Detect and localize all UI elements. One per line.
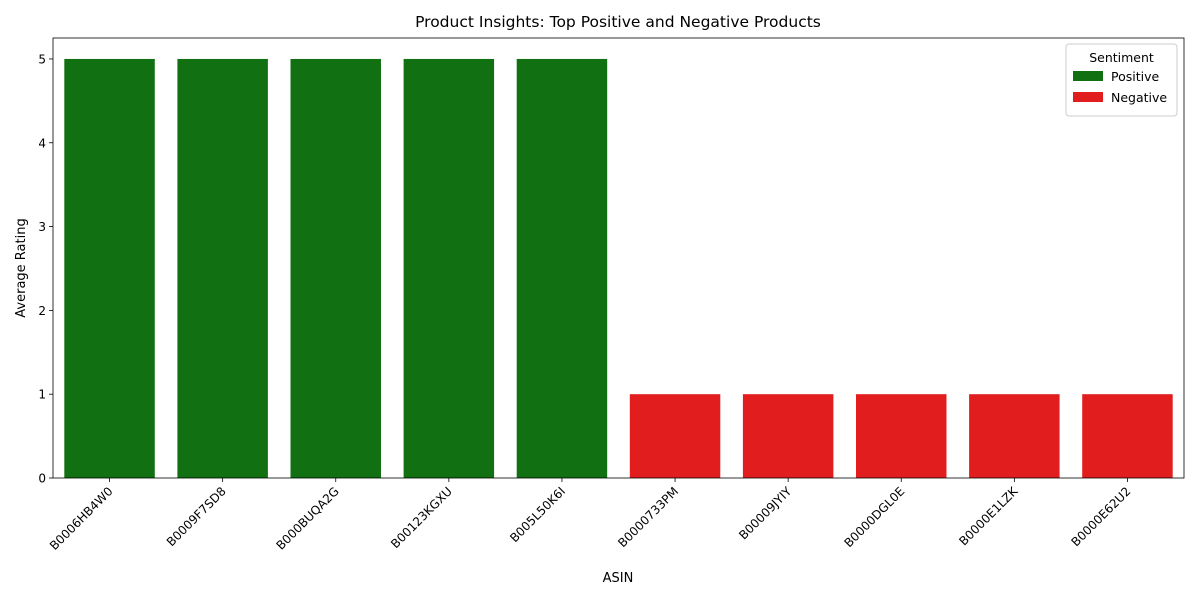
chart-title: Product Insights: Top Positive and Negat…: [415, 13, 821, 31]
legend: Sentiment Positive Negative: [1065, 43, 1178, 117]
y-tick-label: 4: [38, 136, 46, 150]
y-axis-title: Average Rating: [14, 218, 29, 317]
legend-swatch-negative: [1073, 92, 1103, 102]
bar-B00009JYIY: [742, 394, 834, 478]
bar-B0009F7SD8: [177, 58, 268, 478]
legend-label-positive: Positive: [1111, 69, 1159, 84]
y-tick-label: 1: [38, 388, 46, 402]
y-tick-label: 0: [38, 472, 46, 486]
bar-B00123KGXU: [403, 58, 495, 478]
bar-B0006HB4W0: [64, 58, 155, 478]
bar-B0000DGL0E: [856, 394, 947, 478]
bar-B005L50K6I: [516, 58, 608, 478]
bar-B0000733PM: [629, 394, 721, 478]
legend-label-negative: Negative: [1111, 90, 1167, 105]
plot-frame: [52, 37, 1185, 479]
bar-B000BUQA2G: [290, 58, 381, 478]
y-tick-label: 5: [38, 52, 46, 66]
x-axis-title: ASIN: [603, 571, 634, 586]
y-tick-label: 2: [38, 304, 46, 318]
bar-B0000E62U2: [1082, 394, 1173, 478]
bar-B0000E1LZK: [969, 394, 1060, 478]
legend-swatch-positive: [1073, 71, 1103, 81]
y-tick-label: 3: [38, 220, 46, 234]
legend-title: Sentiment: [1089, 50, 1154, 65]
